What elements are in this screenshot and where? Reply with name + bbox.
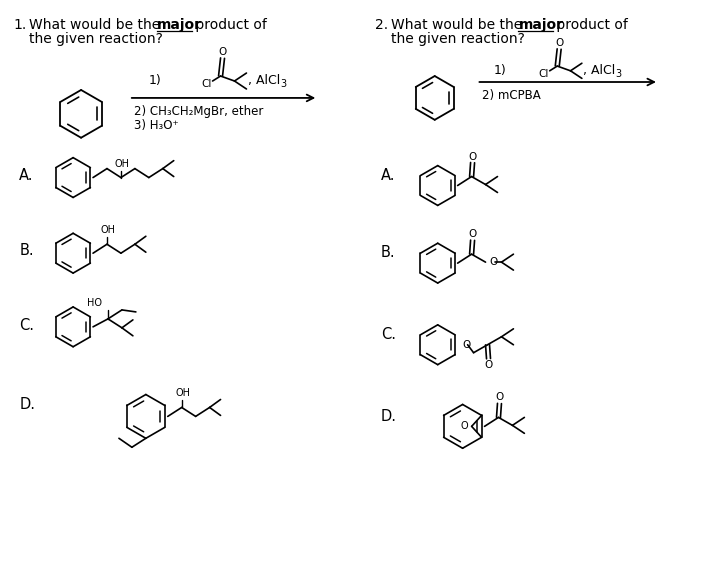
Text: 1): 1): [149, 74, 162, 87]
Text: O: O: [495, 393, 504, 402]
Text: A.: A.: [20, 167, 34, 183]
Text: O: O: [468, 229, 477, 239]
Text: , AlCl: , AlCl: [583, 64, 616, 77]
Text: O: O: [219, 47, 227, 57]
Text: major: major: [157, 18, 202, 32]
Text: C.: C.: [381, 327, 396, 342]
Text: D.: D.: [381, 410, 397, 425]
Text: major: major: [518, 18, 563, 32]
Text: 3) H₃O⁺: 3) H₃O⁺: [134, 119, 179, 132]
Text: OH: OH: [175, 388, 190, 398]
Text: C.: C.: [20, 318, 34, 333]
Text: O: O: [462, 340, 471, 350]
Text: Cl: Cl: [201, 79, 212, 89]
Text: 2) CH₃CH₂MgBr, ether: 2) CH₃CH₂MgBr, ether: [134, 105, 264, 118]
Text: O: O: [484, 360, 493, 370]
Text: 1): 1): [494, 64, 506, 77]
Text: product of: product of: [191, 18, 266, 32]
Text: 2) mCPBA: 2) mCPBA: [481, 89, 540, 102]
Text: , AlCl: , AlCl: [248, 74, 281, 87]
Text: the given reaction?: the given reaction?: [391, 32, 525, 46]
Text: O: O: [468, 152, 477, 161]
Text: What would be the: What would be the: [391, 18, 526, 32]
Text: B.: B.: [20, 243, 34, 258]
Text: B.: B.: [381, 245, 396, 260]
Text: A.: A.: [381, 167, 396, 183]
Text: 3: 3: [615, 69, 621, 79]
Text: O: O: [555, 39, 563, 49]
Text: OH: OH: [100, 225, 115, 235]
Text: OH: OH: [115, 159, 129, 168]
Text: O: O: [461, 421, 468, 431]
Text: 2.: 2.: [375, 18, 388, 32]
Text: What would be the: What would be the: [29, 18, 165, 32]
Text: HO: HO: [86, 298, 102, 308]
Text: O: O: [489, 257, 498, 267]
Text: product of: product of: [552, 18, 628, 32]
Text: 1.: 1.: [13, 18, 27, 32]
Text: 3: 3: [280, 79, 287, 89]
Text: the given reaction?: the given reaction?: [29, 32, 163, 46]
Text: D.: D.: [20, 397, 36, 411]
Text: Cl: Cl: [539, 68, 549, 78]
